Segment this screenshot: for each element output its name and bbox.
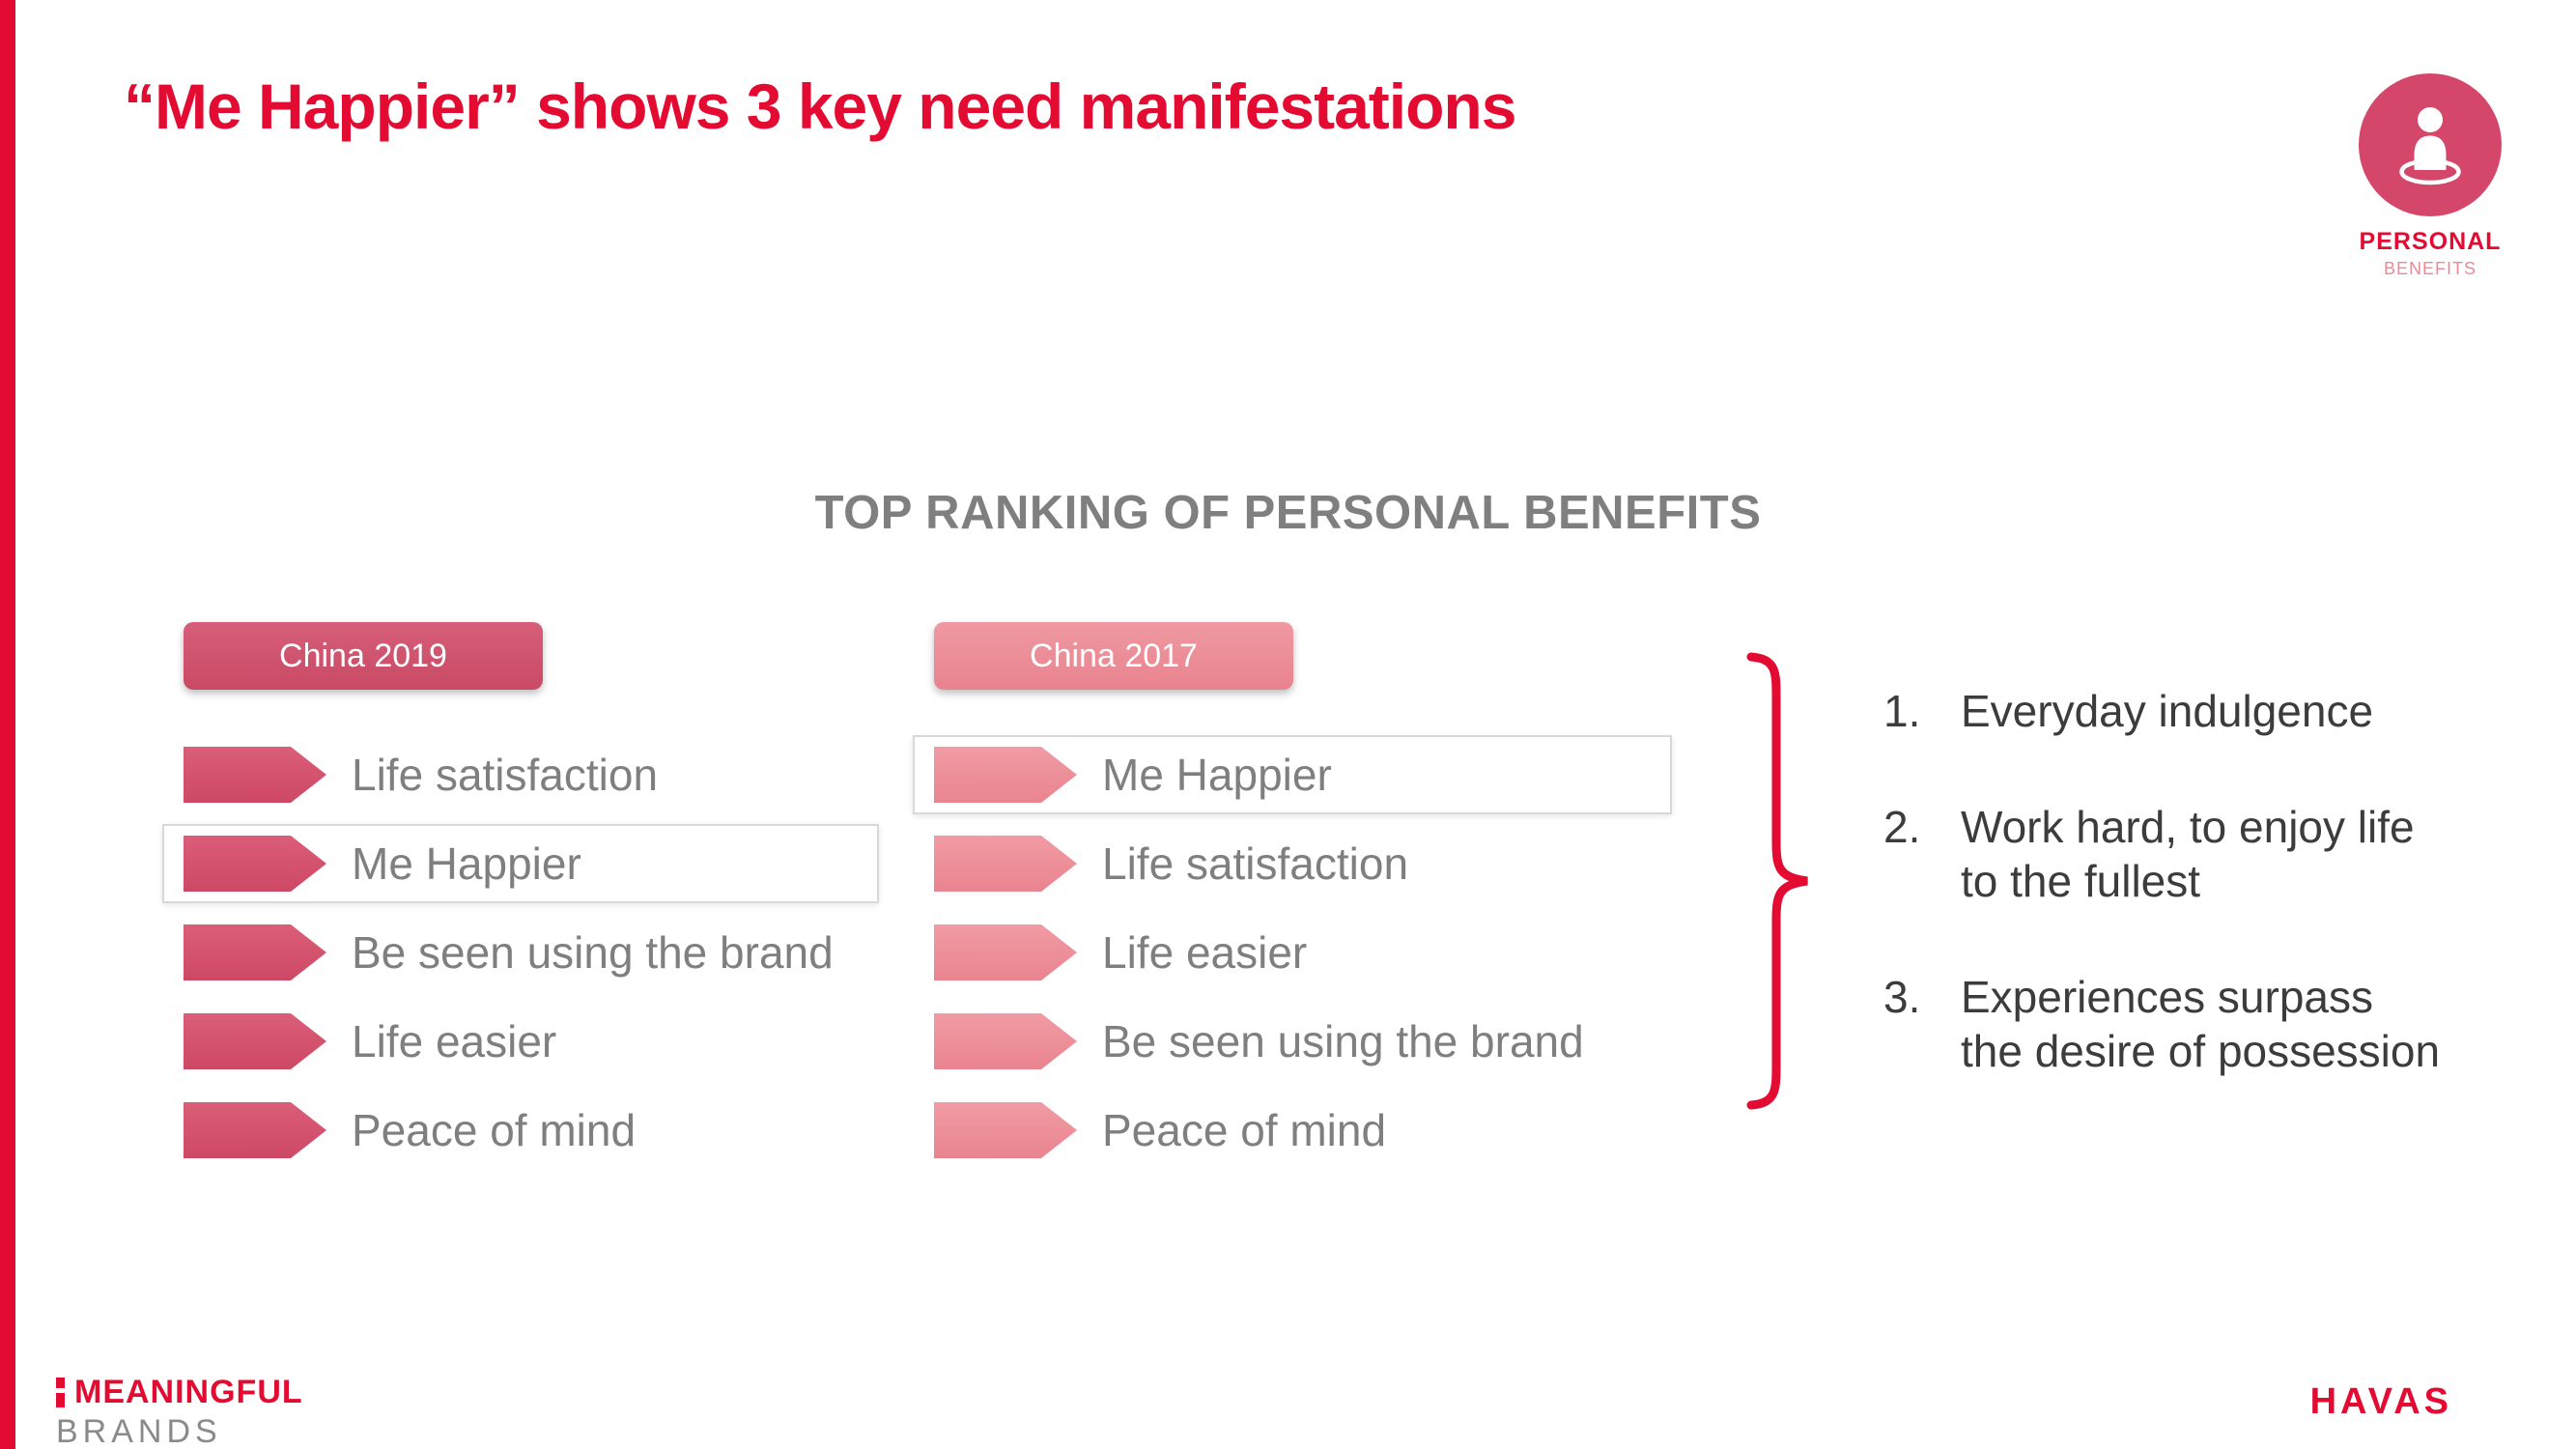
arrow-bullet-icon [934,836,1077,892]
takeaway-number: 2. [1883,802,1921,852]
ranking-item: Be seen using the brand [934,997,1668,1086]
takeaway-item: 1. Everyday indulgence [1883,684,2482,738]
ranking-item: Life easier [184,997,875,1086]
ranking-item-label: Be seen using the brand [352,927,834,978]
meaningful-brands-mark-icon [56,1378,65,1407]
ranking-item-highlighted: Me Happier [162,819,879,908]
takeaway-item: 3. Experiences surpass the desire of pos… [1883,970,2482,1078]
ranking-item-highlighted: Me Happier [913,730,1672,819]
page-title: “Me Happier” shows 3 key need manifestat… [124,71,1516,142]
ranking-item: Peace of mind [934,1086,1668,1175]
takeaway-number: 1. [1883,686,1921,736]
ranking-column-2017: Me Happier Life satisfaction Life easier… [913,730,1672,1175]
ranking-item: Life satisfaction [934,819,1668,908]
ranking-item: Life easier [934,908,1668,997]
ranking-item-label: Life satisfaction [1102,838,1409,889]
badge-label-personal: PERSONAL [2359,228,2502,255]
ranking-item-label: Be seen using the brand [1102,1016,1584,1066]
badge-label-benefits: BENEFITS [2383,259,2477,278]
arrow-bullet-icon [934,924,1077,980]
column-header-china-2019: China 2019 [184,622,543,690]
arrow-bullet-icon [184,836,326,892]
ranking-item-label: Me Happier [352,838,581,889]
takeaway-text: Work hard, to enjoy life to the fullest [1961,802,2415,906]
meaningful-brands-logo: MEANINGFUL BRANDS [56,1374,303,1449]
ranking-item-label: Life satisfaction [352,750,659,800]
havas-logo: HAVAS [2309,1381,2452,1422]
takeaway-list: 1. Everyday indulgence 2. Work hard, to … [1883,684,2482,1078]
ranking-item-label: Peace of mind [352,1105,637,1155]
person-spotlight-icon [2359,73,2502,216]
arrow-bullet-icon [184,747,326,803]
brand-sub-text: BRANDS [56,1413,222,1449]
ranking-item-label: Life easier [352,1016,557,1066]
ranking-item-label: Peace of mind [1102,1105,1387,1155]
column-header-china-2017: China 2017 [934,622,1293,690]
arrow-bullet-icon [934,1102,1077,1158]
ranking-item: Peace of mind [184,1086,875,1175]
ranking-item: Life satisfaction [184,730,875,819]
left-accent-bar [0,0,15,1449]
takeaway-number: 3. [1883,972,1921,1022]
brand-name-text: MEANINGFUL [74,1374,303,1410]
arrow-bullet-icon [934,1013,1077,1069]
takeaway-text: Everyday indulgence [1961,686,2374,736]
takeaway-text: Experiences surpass the desire of posses… [1961,972,2441,1076]
ranking-item: Be seen using the brand [184,908,875,997]
ranking-item-label: Me Happier [1102,750,1332,800]
ranking-item-label: Life easier [1102,927,1308,978]
section-heading: TOP RANKING OF PERSONAL BENEFITS [814,487,1762,539]
arrow-bullet-icon [184,1013,326,1069]
arrow-bullet-icon [934,747,1077,803]
personal-benefits-badge: PERSONAL BENEFITS [2334,73,2527,279]
arrow-bullet-icon [184,1102,326,1158]
arrow-bullet-icon [184,924,326,980]
curly-brace-icon [1734,649,1817,1113]
ranking-column-2019: Life satisfaction Me Happier Be seen usi… [162,730,879,1175]
takeaway-item: 2. Work hard, to enjoy life to the fulle… [1883,800,2482,908]
